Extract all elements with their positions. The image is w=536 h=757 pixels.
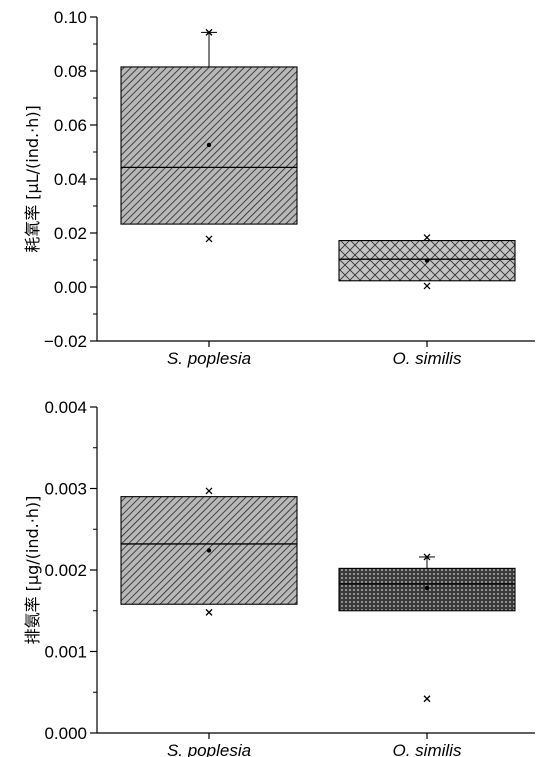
y-tick-label: 0.004	[44, 398, 87, 417]
y-tick-label: 0.02	[54, 224, 87, 243]
box-0	[120, 487, 298, 616]
oxygen-consumption-panel: 耗氧率 [μL/(ind.·h)] −0.02 0.00 0.02 0.04 0.06 0…	[23, 8, 535, 368]
mean-marker	[206, 548, 212, 553]
y-tick-labels: −0.02 0.00 0.02 0.04 0.06 0.08 0.10	[44, 8, 97, 351]
x-category-label: S. poplesia	[167, 349, 251, 368]
min-marker	[205, 608, 213, 616]
x-category-label: O. similis	[393, 741, 462, 757]
y-tick-label: 0.04	[54, 170, 87, 189]
mean-marker	[424, 585, 430, 591]
x-category-label: S. poplesia	[167, 741, 251, 757]
min-marker	[205, 235, 213, 243]
y-axis-label: 耗氧率 [μL/(ind.·h)]	[23, 105, 42, 253]
max-marker	[205, 28, 213, 36]
min-marker	[423, 695, 431, 703]
boxes	[120, 487, 516, 703]
ammonia-excretion-panel: 排氨率 [μg/(ind.·h)] 0.0000.0010.0020.0030.…	[23, 398, 535, 757]
min-marker	[423, 282, 431, 290]
y-tick-label: 0.003	[44, 480, 87, 499]
iqr-box	[338, 240, 516, 282]
y-tick-label: 0.000	[44, 724, 87, 743]
y-tick-label: −0.02	[44, 332, 87, 351]
y-tick-label: 0.002	[44, 561, 87, 580]
max-marker	[423, 553, 431, 561]
y-tick-label: 0.10	[54, 8, 87, 27]
box-1	[338, 553, 516, 703]
box-0	[120, 28, 298, 243]
boxes	[120, 28, 516, 290]
y-tick-label: 0.00	[54, 278, 87, 297]
max-marker	[205, 487, 213, 495]
y-tick-label: 0.08	[54, 62, 87, 81]
x-category-labels: S. poplesia O. similis	[167, 341, 462, 368]
mean-marker	[424, 258, 430, 263]
x-category-label: O. similis	[393, 349, 462, 368]
max-marker	[423, 234, 431, 242]
y-tick-label: 0.06	[54, 116, 87, 135]
mean-marker	[206, 142, 212, 148]
y-tick-labels: 0.000 0.001 0.002 0.003 0.004	[44, 398, 97, 743]
y-tick-label: 0.001	[44, 643, 87, 662]
box-1	[338, 234, 516, 290]
y-axis-label: 排氨率 [μg/(ind.·h)]	[23, 496, 42, 645]
x-category-labels: S. poplesia O. similis	[167, 733, 462, 757]
